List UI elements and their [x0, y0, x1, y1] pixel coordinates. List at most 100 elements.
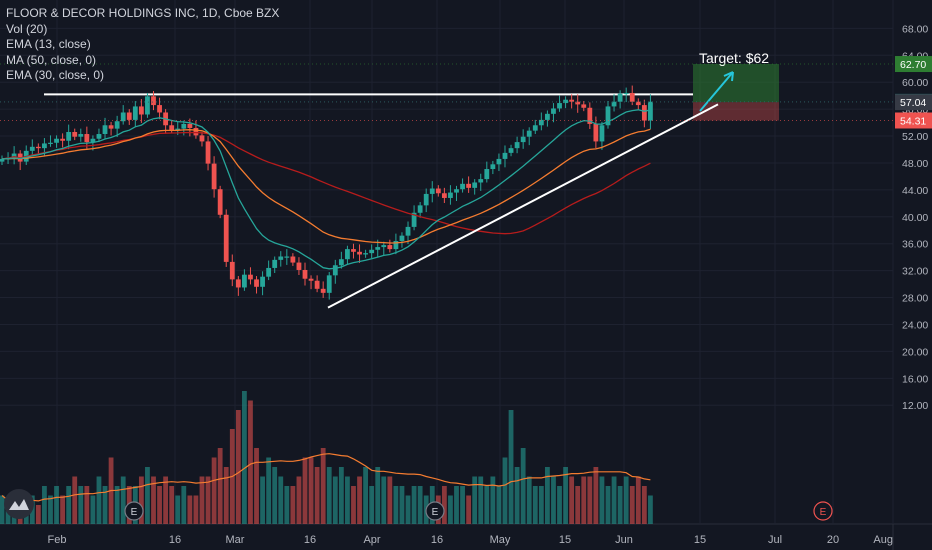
candle-body[interactable] [648, 101, 653, 121]
candle-body[interactable] [120, 112, 126, 122]
candle-body[interactable] [223, 214, 229, 262]
candle-body[interactable] [641, 105, 647, 121]
candle-body[interactable] [308, 278, 314, 281]
candle-body[interactable] [199, 135, 205, 142]
candle-body[interactable] [181, 123, 187, 129]
ema13-indicator-label[interactable]: EMA (13, close) [6, 37, 91, 51]
ma50-line[interactable] [1, 131, 651, 235]
candle-body[interactable] [563, 99, 568, 104]
candle-body[interactable] [235, 279, 241, 288]
candle-body[interactable] [90, 138, 96, 143]
candle-body[interactable] [581, 104, 587, 108]
candle-body[interactable] [545, 113, 550, 120]
candle-body[interactable] [254, 279, 259, 287]
candle-body[interactable] [629, 92, 635, 102]
candle-body[interactable] [478, 179, 484, 183]
candle-body[interactable] [460, 183, 465, 190]
candle-body[interactable] [526, 130, 532, 137]
candle-body[interactable] [338, 259, 344, 266]
candle-body[interactable] [60, 138, 65, 141]
symbol-title[interactable]: FLOOR & DECOR HOLDINGS INC, 1D, Cboe BZX [6, 6, 280, 20]
candle-body[interactable] [151, 96, 156, 106]
candle-body[interactable] [611, 101, 617, 107]
candle-body[interactable] [345, 249, 350, 260]
candle-body[interactable] [532, 125, 538, 131]
candle-body[interactable] [502, 152, 508, 159]
candle-body[interactable] [617, 93, 623, 102]
ema13-line[interactable] [1, 109, 651, 270]
candle-body[interactable] [314, 280, 320, 289]
price-badge[interactable] [895, 94, 932, 111]
candle-body[interactable] [187, 123, 193, 128]
candle-body[interactable] [363, 253, 368, 255]
candle-body[interactable] [108, 125, 114, 129]
candle-body[interactable] [508, 148, 514, 153]
candle-body[interactable] [466, 183, 472, 188]
candle-body[interactable] [599, 125, 605, 142]
candle-body[interactable] [48, 142, 53, 144]
candle-body[interactable] [272, 259, 278, 268]
candle-body[interactable] [84, 134, 90, 143]
candle-body[interactable] [126, 112, 132, 120]
candle-body[interactable] [441, 193, 447, 198]
candle-body[interactable] [138, 106, 144, 115]
trend-line[interactable] [327, 103, 719, 309]
candle-body[interactable] [399, 235, 405, 242]
candle-body[interactable] [448, 192, 453, 198]
ema30-line[interactable] [1, 128, 651, 244]
candle-body[interactable] [242, 274, 247, 288]
candle-body[interactable] [266, 267, 272, 277]
candle-body[interactable] [405, 226, 411, 236]
candle-body[interactable] [145, 96, 150, 115]
volume-indicator-label[interactable]: Vol (20) [6, 21, 48, 36]
candle-body[interactable] [635, 101, 641, 106]
candle-body[interactable] [605, 106, 611, 126]
candle-body[interactable] [587, 107, 593, 124]
earnings-marker[interactable] [425, 501, 445, 521]
candle-body[interactable] [551, 108, 556, 114]
price-badge[interactable] [895, 56, 932, 73]
candle-body[interactable] [296, 262, 302, 270]
price-axis[interactable] [893, 0, 932, 550]
candle-body[interactable] [326, 275, 332, 293]
candle-body[interactable] [169, 125, 175, 130]
candle-body[interactable] [332, 265, 338, 276]
candle-body[interactable] [411, 212, 417, 227]
candle-body[interactable] [11, 153, 17, 158]
price-badge[interactable] [895, 112, 932, 129]
candle-body[interactable] [157, 105, 162, 113]
candle-body[interactable] [351, 249, 356, 252]
candle-body[interactable] [381, 245, 387, 248]
candle-body[interactable] [54, 138, 59, 143]
candle-body[interactable] [175, 128, 181, 130]
candle-body[interactable] [193, 127, 199, 136]
candle-body[interactable] [514, 142, 520, 149]
candle-body[interactable] [302, 269, 308, 279]
candle-body[interactable] [205, 141, 211, 164]
candle-body[interactable] [114, 121, 120, 129]
candle-body[interactable] [290, 256, 296, 263]
earnings-marker[interactable] [813, 501, 833, 521]
candle-body[interactable] [35, 146, 41, 149]
candle-body[interactable] [96, 134, 102, 139]
candle-body[interactable] [557, 103, 562, 109]
candle-body[interactable] [435, 188, 441, 194]
ma50-indicator-label[interactable]: MA (50, close, 0) [6, 52, 97, 67]
candle-body[interactable] [248, 274, 253, 280]
target-label[interactable]: Target: $62 [699, 50, 769, 66]
candle-body[interactable] [260, 276, 265, 287]
candle-body[interactable] [217, 189, 223, 215]
candle-body[interactable] [278, 256, 284, 260]
candle-body[interactable] [496, 158, 502, 165]
candle-body[interactable] [593, 123, 599, 142]
candle-body[interactable] [42, 143, 47, 149]
candle-body[interactable] [472, 182, 478, 188]
candle-body[interactable] [569, 99, 575, 102]
candle-body[interactable] [357, 251, 362, 255]
candle-body[interactable] [284, 256, 290, 258]
target-zone[interactable] [693, 64, 779, 103]
candle-body[interactable] [102, 125, 108, 135]
candle-body[interactable] [484, 169, 490, 180]
